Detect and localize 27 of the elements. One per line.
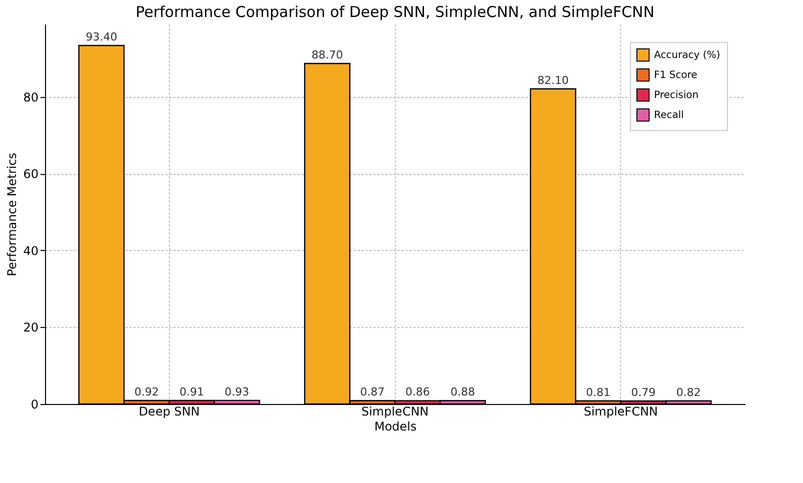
data-label: 0.81	[586, 386, 610, 399]
x-tick-label: SimpleFCNN	[584, 404, 658, 418]
y-tick-label: 0	[30, 398, 38, 412]
legend-label: Accuracy (%)	[654, 50, 720, 61]
y-tick-label: 40	[23, 244, 38, 258]
data-label: 0.87	[360, 386, 385, 399]
data-label: 0.86	[405, 386, 430, 399]
y-axis-title: Performance Metrics	[5, 152, 20, 276]
legend-label: Precision	[654, 90, 699, 101]
data-label: 0.93	[224, 385, 250, 398]
x-tick-label: Deep SNN	[138, 404, 200, 418]
data-label: 0.79	[631, 386, 656, 399]
data-label: 0.82	[676, 386, 701, 399]
y-tick-label: 80	[23, 90, 38, 104]
data-label: 82.10	[537, 74, 569, 87]
legend-label: F1 Score	[654, 70, 698, 81]
data-label: 88.70	[312, 48, 344, 62]
data-label: 0.92	[134, 385, 159, 398]
legend-label: Recall	[654, 110, 684, 121]
x-tick-label: SimpleCNN	[361, 404, 429, 418]
data-label: 0.91	[180, 386, 204, 399]
y-tick-label: 60	[23, 167, 38, 182]
data-label: 0.88	[450, 386, 475, 399]
chart-title: Performance Comparison of Deep SNN, SimpleCNN, and SimpleFCNN	[136, 3, 654, 21]
y-tick-label: 20	[23, 320, 38, 335]
data-label: 93.40	[86, 30, 118, 44]
x-axis-title: Models	[374, 420, 417, 434]
